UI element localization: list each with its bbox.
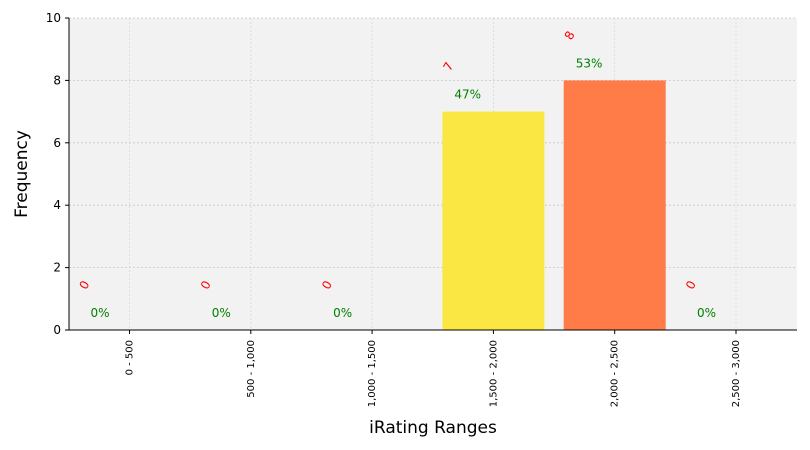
bar-percent-label: 0% [333,306,352,320]
bar-percent-label: 0% [697,306,716,320]
y-tick-label: 10 [46,11,61,25]
y-tick-label: 0 [53,323,61,337]
x-axis-label: iRating Ranges [369,418,497,438]
bar [563,80,666,331]
x-tick-label: 500 - 1,000 [246,340,257,398]
bar-percent-label: 53% [576,56,603,70]
bar [442,111,545,330]
bar-percent-label: 0% [91,306,110,320]
x-tick-label: 1,000 - 1,500 [367,340,378,407]
bars [442,80,666,331]
x-ticks: 0 - 500 500 - 1,000 1,000 - 1,500 1,500 - 2… [125,330,742,407]
y-ticks: 0 2 4 6 8 10 [46,11,69,337]
x-tick-label: 2,000 - 2,500 [610,340,621,407]
y-tick-label: 4 [53,198,61,212]
x-tick-label: 2,500 - 3,000 [731,340,742,407]
x-tick-label: 1,500 - 2,000 [488,340,499,407]
axes [68,18,797,331]
y-tick-label: 2 [53,261,61,275]
y-axis-label: Frequency [12,130,32,218]
y-tick-label: 8 [53,73,61,87]
y-tick-label: 6 [53,136,61,150]
bar-percent-label: 47% [454,88,481,102]
bar-percent-label: 0% [212,306,231,320]
plot-area-background [69,18,797,330]
x-tick-label: 0 - 500 [125,340,136,375]
